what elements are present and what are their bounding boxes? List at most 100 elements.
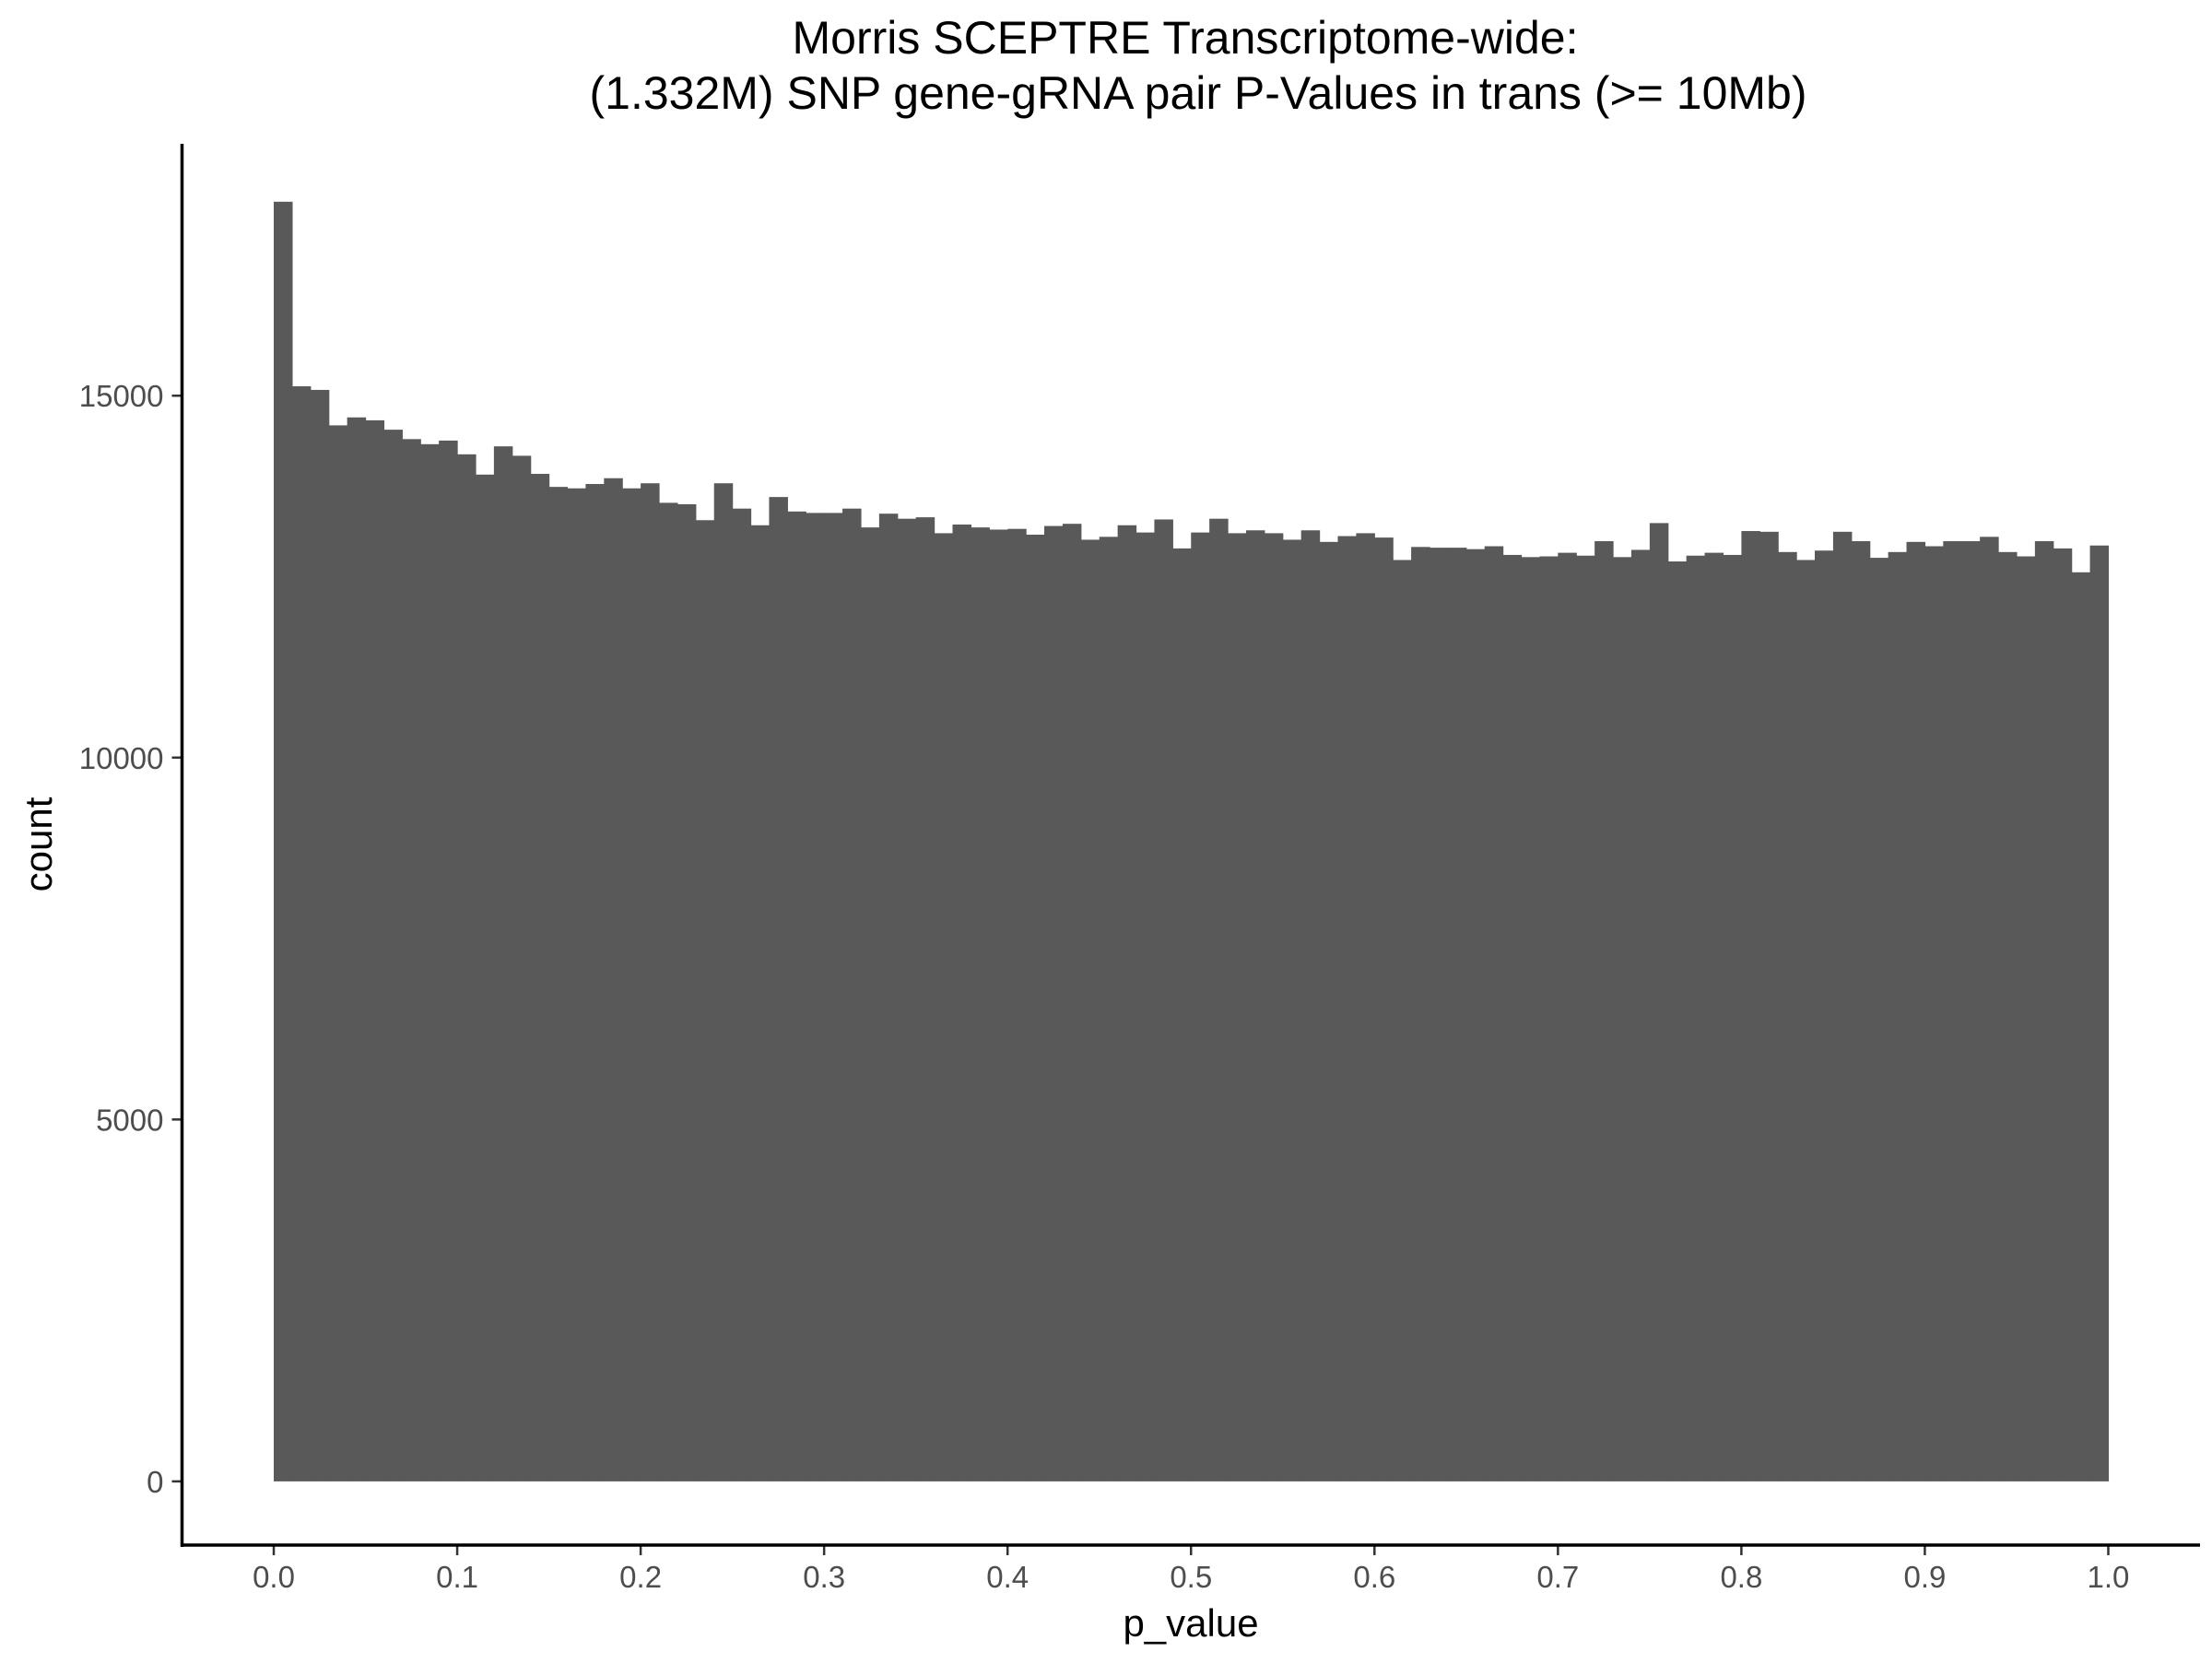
histogram-bar [365,419,385,1481]
histogram-bar [457,454,477,1481]
histogram-bar [1484,546,1504,1481]
histogram-bar [769,497,788,1481]
histogram-bar [2071,572,2091,1481]
histogram-bar [713,483,734,1481]
histogram-bar [1539,556,1559,1481]
x-tick-label: 0.0 [253,1560,295,1594]
histogram-bar [1796,560,1816,1481]
histogram-bar [1282,539,1302,1481]
histogram-bar [512,455,532,1481]
histogram-bar [310,389,330,1481]
histogram-bar [1704,552,1724,1481]
histogram-bar [2034,541,2054,1481]
histogram-bar [842,508,862,1481]
histogram-bar [1264,533,1284,1481]
histogram-bar [475,474,495,1481]
histogram-bar [1337,536,1357,1481]
histogram-bar [934,533,954,1481]
histogram-bar [2016,556,2036,1481]
histogram-bar [493,446,513,1481]
x-tick-label: 0.8 [1720,1560,1762,1594]
histogram-bar [1044,525,1064,1481]
histogram-bar [567,488,586,1481]
histogram-bar [1649,523,1669,1481]
histogram-bar [383,430,403,1481]
histogram-bar [1319,541,1339,1481]
histogram-bar [1686,555,1706,1481]
histogram-bar [585,484,605,1481]
histogram-bar [2089,545,2110,1481]
histogram-bar [1245,530,1265,1481]
histogram-bar [1613,557,1632,1481]
histogram-bar [604,478,623,1481]
histogram-bar [952,524,971,1481]
histogram-bar [1447,548,1467,1481]
histogram-bar [1832,531,1853,1481]
histogram-bar [641,483,660,1481]
histogram-bar [1099,537,1119,1481]
histogram-bar [1759,531,1779,1481]
y-tick-label: 10000 [79,741,164,775]
histogram-bar [1080,539,1100,1481]
histogram-bar [860,527,880,1481]
histogram-bar [1502,554,1523,1481]
y-axis-label: count [17,797,60,891]
histogram-bar [1465,549,1486,1481]
histogram-bar [1576,555,1595,1481]
histogram-bar [659,502,678,1481]
histogram-bar [1007,528,1027,1481]
histogram-bar [1869,558,1889,1481]
histogram-bar [1594,541,1614,1481]
x-tick-label: 0.9 [1903,1560,1946,1594]
histogram-bar [1741,531,1760,1481]
histogram-bar [1191,532,1210,1481]
histogram-bar [989,529,1008,1481]
histogram-bar [1980,537,1999,1481]
histogram-bar [1961,541,1981,1481]
histogram-bar [1117,525,1137,1481]
histogram-bar [732,508,752,1481]
histogram-bar [695,520,715,1481]
histogram-bar [439,440,458,1481]
histogram-bar [787,511,806,1481]
histogram-bar [915,517,935,1481]
x-tick-label: 0.5 [1170,1560,1212,1594]
histogram-bar [1209,518,1229,1481]
histogram-bar [2053,548,2073,1481]
x-tick-label: 0.4 [986,1560,1029,1594]
histogram-bar [530,474,550,1481]
chart-title: Morris SCEPTRE Transcriptome-wide: [793,12,1579,64]
histogram-bar [1888,551,1908,1481]
histogram-bar [1411,547,1430,1481]
chart-subtitle: (1.332M) SNP gene-gRNA pair P-Values in … [590,67,1807,119]
histogram-bar [548,487,569,1481]
histogram-bar [328,425,348,1481]
histogram-bar [1172,548,1192,1481]
histogram-bar [291,386,312,1481]
histogram-bar [1630,549,1651,1481]
x-axis-label: p_value [1123,1601,1258,1645]
histogram-bar [1062,524,1082,1481]
histogram-bar [622,488,641,1481]
histogram-bars [274,201,2110,1481]
histogram-bar [1135,532,1156,1481]
histogram-bar [1943,541,1962,1481]
histogram-bar [1851,541,1871,1481]
histogram-bar [1374,537,1394,1481]
x-tick-label: 0.3 [803,1560,845,1594]
y-tick-label: 0 [147,1465,163,1499]
histogram-bar [806,513,825,1481]
histogram-bar [1723,554,1742,1481]
histogram-bar [1393,560,1412,1481]
histogram-bar [1998,551,2018,1481]
histogram-bar [1521,557,1541,1481]
histogram-bar [1026,534,1045,1481]
x-tick-label: 0.2 [619,1560,662,1594]
histogram-bar [878,513,899,1481]
histogram-bar [1356,533,1375,1481]
histogram-bar [897,518,917,1481]
x-tick-label: 0.7 [1536,1560,1579,1594]
histogram-bar [274,201,293,1481]
